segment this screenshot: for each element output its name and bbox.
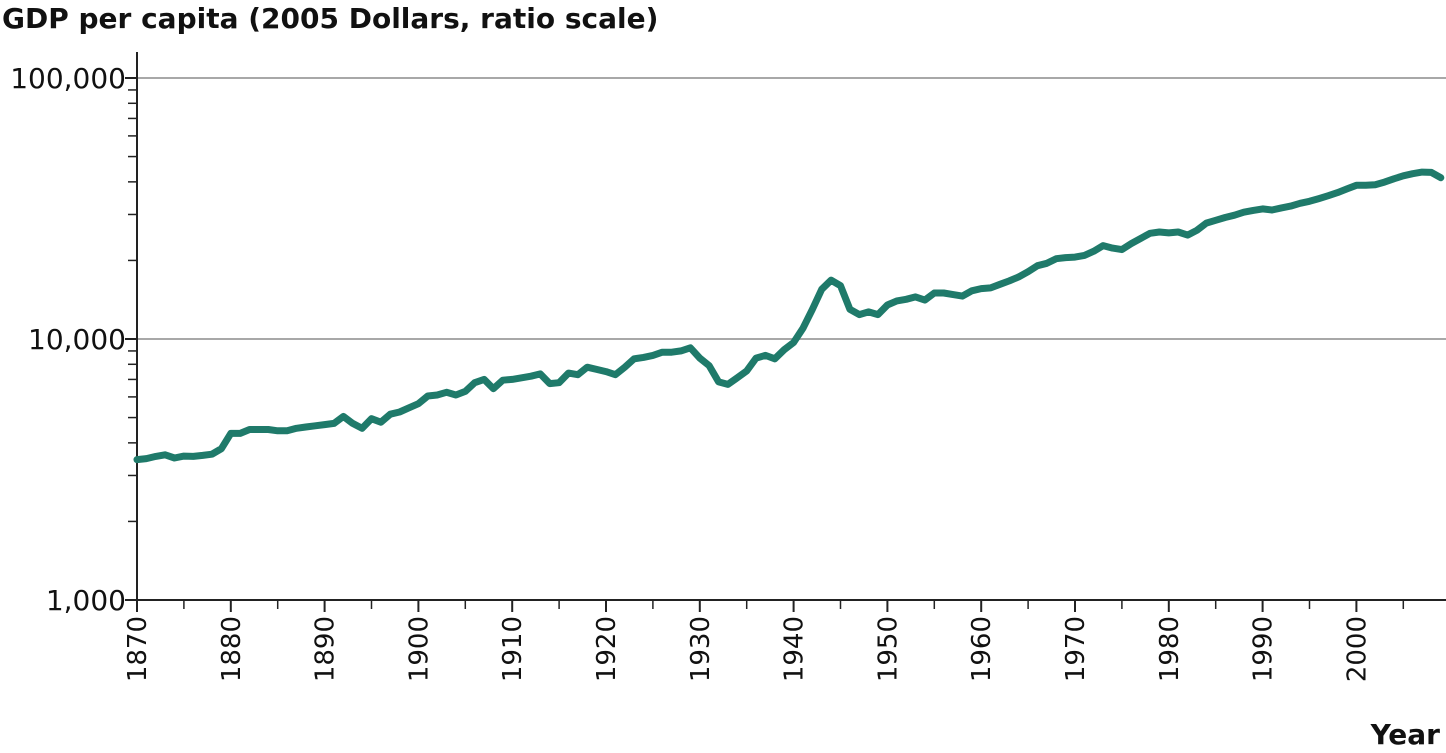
y-tick-label: 10,000 xyxy=(28,323,126,356)
series-line xyxy=(133,168,1445,464)
x-tick-label: 1900 xyxy=(404,616,434,682)
x-tick-label: 1880 xyxy=(217,616,247,682)
y-tick-label: 1,000 xyxy=(46,584,126,617)
y-tick-label: 100,000 xyxy=(10,62,126,95)
x-tick-label: 1970 xyxy=(1061,616,1091,682)
x-tick-label: 1910 xyxy=(498,616,528,682)
x-tick-label: 1920 xyxy=(592,616,622,682)
x-tick-label: 1960 xyxy=(967,616,997,682)
axes xyxy=(136,52,1446,601)
x-axis-title: Year xyxy=(1370,718,1440,751)
x-tick-label: 1890 xyxy=(311,616,341,682)
x-axis-ticks: 1870 1880 1890 1900 1910 1920 1930 1940 1950 1960… xyxy=(123,600,1405,682)
x-tick-label: 1950 xyxy=(873,616,903,682)
x-tick-label: 1930 xyxy=(686,616,716,682)
x-tick-label: 1980 xyxy=(1155,616,1185,682)
x-tick-label: 1990 xyxy=(1249,616,1279,682)
chart-title: GDP per capita (2005 Dollars, ratio scal… xyxy=(2,2,659,35)
x-tick-label: 1870 xyxy=(123,616,153,682)
y-axis-ticks: 1,000 10,000 100,000 xyxy=(10,62,137,617)
gridlines xyxy=(137,77,1446,340)
x-tick-label: 1940 xyxy=(780,616,810,682)
x-tick-label: 2000 xyxy=(1342,616,1372,682)
